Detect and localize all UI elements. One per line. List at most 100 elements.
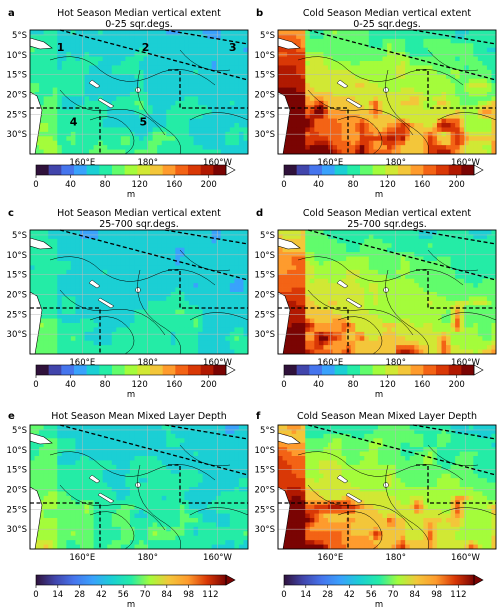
colorbar-tick-label: 70	[388, 590, 399, 600]
panel-letter: f	[256, 411, 261, 422]
colorbar-segment	[163, 365, 176, 375]
colorbar-tick-label: 120	[380, 180, 396, 190]
lat-tick-label: 10°S	[7, 51, 27, 61]
lon-tick-label: 160°E	[317, 553, 343, 563]
lat-tick-label: 25°S	[255, 505, 275, 515]
colorbar-tick-label: 28	[322, 590, 333, 600]
colorbar-tick-label: 0	[33, 590, 38, 600]
colorbar-segment	[125, 365, 138, 375]
colorbar-segment	[297, 365, 310, 375]
colorbar-unit: m	[127, 190, 135, 200]
colorbar-segment	[347, 365, 360, 375]
colorbar-segment	[188, 365, 201, 375]
panel-subtitle: 25-700 sqr.degs.	[347, 219, 427, 230]
panel-subtitle: 0-25 sqr.degs.	[105, 19, 173, 30]
lat-tick-label: 20°S	[255, 290, 275, 300]
colorbar-segment	[125, 165, 138, 175]
colorbar-segment	[347, 165, 360, 175]
lat-tick-label: 10°S	[255, 51, 275, 61]
colorbar-segment	[188, 165, 201, 175]
colorbar-tick-label: 84	[161, 590, 172, 600]
colorbar-segment	[74, 365, 87, 375]
colorbar-unit: m	[127, 600, 135, 608]
colorbar-tick-label: 200	[449, 180, 465, 190]
colorbar-segment	[87, 165, 100, 175]
lat-tick-label: 20°S	[7, 290, 27, 300]
panel-letter: e	[8, 411, 15, 422]
lat-tick-label: 5°S	[260, 31, 275, 41]
colorbar-segment	[360, 165, 373, 175]
colorbar-segment	[436, 365, 449, 375]
colorbar-tick-label: 0	[281, 180, 286, 190]
panel-title: Cold Season Median vertical extent	[303, 8, 472, 19]
colorbar-segment	[297, 165, 310, 175]
colorbar-segment	[335, 165, 348, 175]
colorbar-tick-label: 160	[166, 180, 182, 190]
lat-tick-label: 5°S	[12, 31, 27, 41]
lat-tick-label: 30°S	[255, 130, 275, 140]
colorbar-segment	[150, 165, 163, 175]
lat-tick-label: 5°S	[12, 231, 27, 241]
colorbar-segment	[49, 165, 62, 175]
lat-tick-label: 10°S	[255, 251, 275, 261]
lat-tick-label: 30°S	[255, 525, 275, 535]
panel-title: Cold Season Median vertical extent	[303, 208, 472, 219]
colorbar-tick-label: 80	[100, 180, 111, 190]
lat-tick-label: 15°S	[255, 466, 275, 476]
colorbar-tick-label: 120	[132, 380, 148, 390]
region-number: 3	[229, 41, 237, 54]
colorbar-segment	[373, 365, 386, 375]
colorbar-segment	[137, 165, 150, 175]
colorbar-segment	[322, 165, 335, 175]
colorbar-segment	[373, 165, 386, 175]
colorbar-tick-label: 40	[313, 380, 324, 390]
colorbar-segment	[87, 365, 100, 375]
colorbar-tick-label: 14	[52, 590, 63, 600]
colorbar-extend-arrow	[474, 575, 483, 585]
panel-title: Hot Season Median vertical extent	[57, 208, 221, 219]
colorbar-segment	[150, 365, 163, 375]
colorbar-segment	[61, 165, 74, 175]
colorbar-segment	[36, 365, 49, 375]
colorbar-segment	[436, 165, 449, 175]
lat-tick-label: 30°S	[7, 525, 27, 535]
colorbar-segment	[309, 365, 322, 375]
colorbar-tick-label: 42	[96, 590, 107, 600]
colorbar-segment	[213, 165, 226, 175]
colorbar-segment	[309, 165, 322, 175]
colorbar-tick-label: 160	[166, 380, 182, 390]
colorbar-segment	[423, 165, 436, 175]
colorbar-tick-label: 80	[348, 380, 359, 390]
lon-tick-label: 180°	[137, 553, 157, 563]
colorbar-unit: m	[127, 390, 135, 400]
colorbar-tick-label: 80	[100, 380, 111, 390]
lat-tick-label: 5°S	[12, 426, 27, 436]
colorbar-tick-label: 0	[281, 380, 286, 390]
lat-tick-label: 20°S	[7, 485, 27, 495]
colorbar-segment	[461, 165, 474, 175]
colorbar-segment	[284, 165, 297, 175]
colorbar-segment	[49, 365, 62, 375]
colorbar-tick-label: 112	[202, 590, 218, 600]
colorbar-segment	[175, 165, 188, 175]
colorbar-segment	[385, 165, 398, 175]
lat-tick-label: 30°S	[7, 130, 27, 140]
colorbar-segment	[61, 365, 74, 375]
colorbar-segment	[411, 365, 424, 375]
colorbar-gradient	[284, 575, 474, 585]
region-number: 4	[70, 115, 78, 128]
panel-letter: a	[8, 8, 15, 19]
colorbar-segment	[112, 165, 125, 175]
region-number: 5	[140, 115, 148, 128]
lat-tick-label: 15°S	[7, 71, 27, 81]
lat-tick-label: 15°S	[7, 271, 27, 281]
